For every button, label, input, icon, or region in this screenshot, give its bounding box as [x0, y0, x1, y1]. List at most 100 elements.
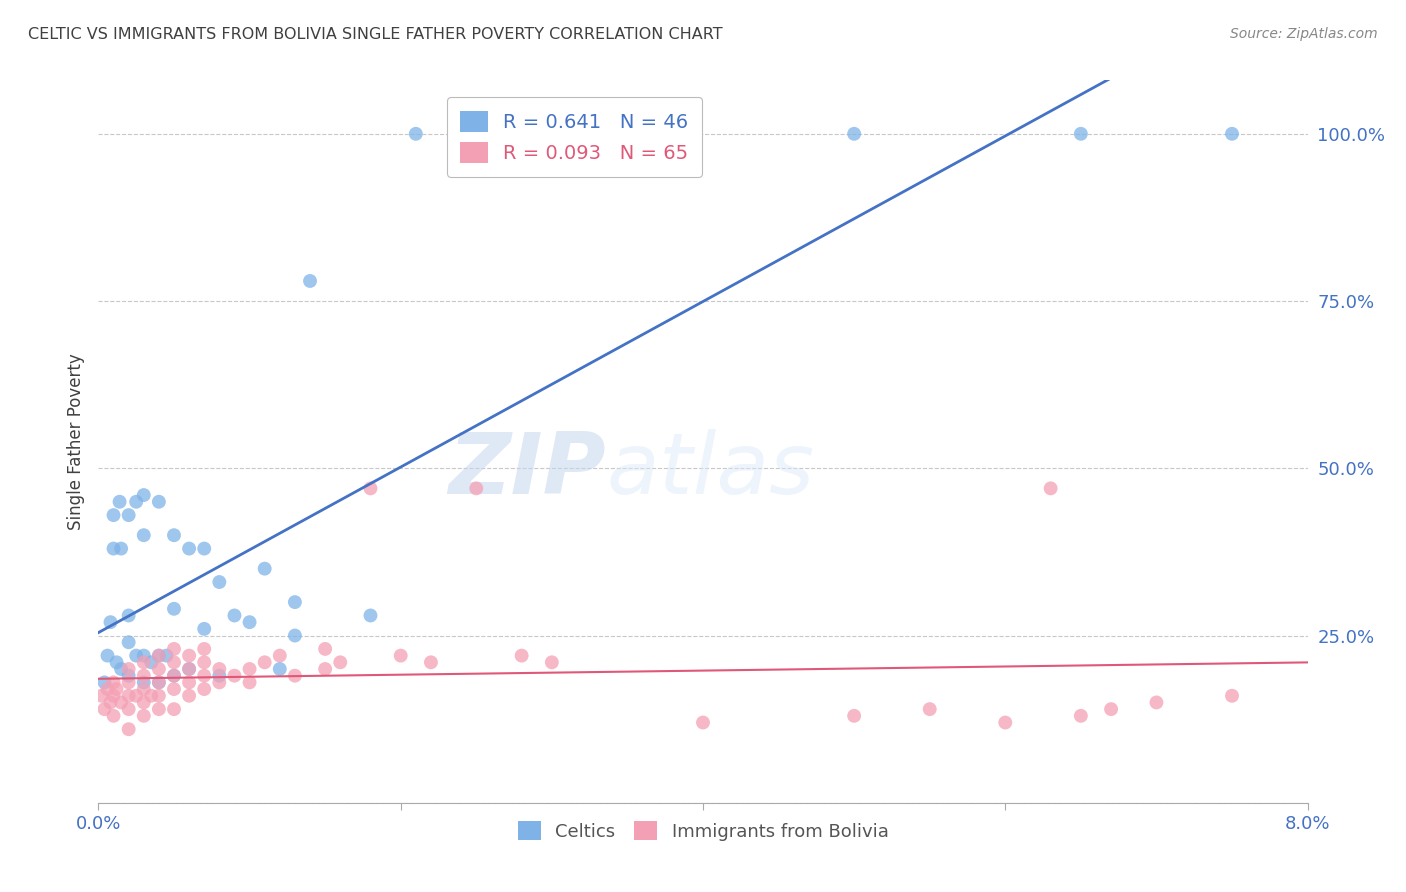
Point: [93, 702, 115, 716]
Point: [141, 655, 163, 669]
Point: [148, 648, 170, 663]
Point: [253, 655, 276, 669]
Point: [179, 648, 201, 663]
Point: [193, 681, 215, 696]
Point: [540, 655, 562, 669]
Point: [155, 648, 177, 663]
Point: [148, 662, 170, 676]
Point: [420, 655, 443, 669]
Point: [284, 669, 307, 683]
Point: [125, 494, 148, 508]
Point: [132, 648, 155, 663]
Point: [125, 689, 148, 703]
Text: ZIP: ZIP: [449, 429, 606, 512]
Point: [465, 482, 488, 496]
Point: [253, 562, 276, 576]
Point: [110, 662, 132, 676]
Point: [208, 575, 231, 590]
Point: [239, 675, 262, 690]
Point: [132, 681, 155, 696]
Point: [179, 689, 201, 703]
Point: [844, 708, 866, 723]
Point: [132, 488, 155, 502]
Point: [163, 528, 186, 542]
Point: [269, 648, 291, 663]
Point: [132, 696, 155, 710]
Point: [994, 715, 1017, 730]
Point: [314, 662, 336, 676]
Point: [193, 669, 215, 683]
Point: [239, 662, 262, 676]
Point: [179, 662, 201, 676]
Point: [163, 702, 186, 716]
Point: [510, 648, 533, 663]
Point: [148, 675, 170, 690]
Point: [103, 689, 125, 703]
Point: [193, 541, 215, 556]
Point: [118, 635, 141, 649]
Text: Source: ZipAtlas.com: Source: ZipAtlas.com: [1230, 27, 1378, 41]
Point: [93, 675, 115, 690]
Point: [1220, 127, 1243, 141]
Point: [90, 689, 112, 703]
Point: [132, 528, 155, 542]
Point: [110, 696, 132, 710]
Point: [269, 662, 291, 676]
Point: [132, 669, 155, 683]
Point: [284, 595, 307, 609]
Point: [1099, 702, 1122, 716]
Point: [132, 708, 155, 723]
Point: [692, 715, 714, 730]
Point: [329, 655, 352, 669]
Point: [360, 608, 382, 623]
Point: [163, 681, 186, 696]
Point: [96, 648, 118, 663]
Point: [100, 615, 122, 630]
Point: [110, 541, 132, 556]
Point: [141, 689, 163, 703]
Point: [118, 723, 141, 737]
Point: [405, 127, 427, 141]
Point: [208, 669, 231, 683]
Point: [208, 675, 231, 690]
Point: [148, 702, 170, 716]
Point: [193, 622, 215, 636]
Point: [844, 127, 866, 141]
Point: [224, 608, 246, 623]
Point: [125, 648, 148, 663]
Point: [96, 681, 118, 696]
Point: [118, 608, 141, 623]
Point: [299, 274, 322, 288]
Point: [105, 655, 128, 669]
Point: [148, 648, 170, 663]
Point: [1070, 127, 1092, 141]
Point: [105, 681, 128, 696]
Point: [208, 662, 231, 676]
Point: [103, 541, 125, 556]
Point: [118, 669, 141, 683]
Point: [163, 642, 186, 657]
Point: [118, 662, 141, 676]
Point: [360, 482, 382, 496]
Point: [1070, 708, 1092, 723]
Point: [163, 602, 186, 616]
Point: [148, 689, 170, 703]
Point: [918, 702, 941, 716]
Point: [284, 628, 307, 642]
Point: [118, 675, 141, 690]
Point: [239, 615, 262, 630]
Text: atlas: atlas: [606, 429, 814, 512]
Point: [163, 669, 186, 683]
Point: [118, 508, 141, 523]
Point: [103, 675, 125, 690]
Text: CELTIC VS IMMIGRANTS FROM BOLIVIA SINGLE FATHER POVERTY CORRELATION CHART: CELTIC VS IMMIGRANTS FROM BOLIVIA SINGLE…: [28, 27, 723, 42]
Point: [148, 675, 170, 690]
Point: [179, 541, 201, 556]
Point: [132, 675, 155, 690]
Point: [193, 642, 215, 657]
Point: [103, 708, 125, 723]
Point: [389, 648, 412, 663]
Point: [224, 669, 246, 683]
Y-axis label: Single Father Poverty: Single Father Poverty: [66, 353, 84, 530]
Point: [100, 696, 122, 710]
